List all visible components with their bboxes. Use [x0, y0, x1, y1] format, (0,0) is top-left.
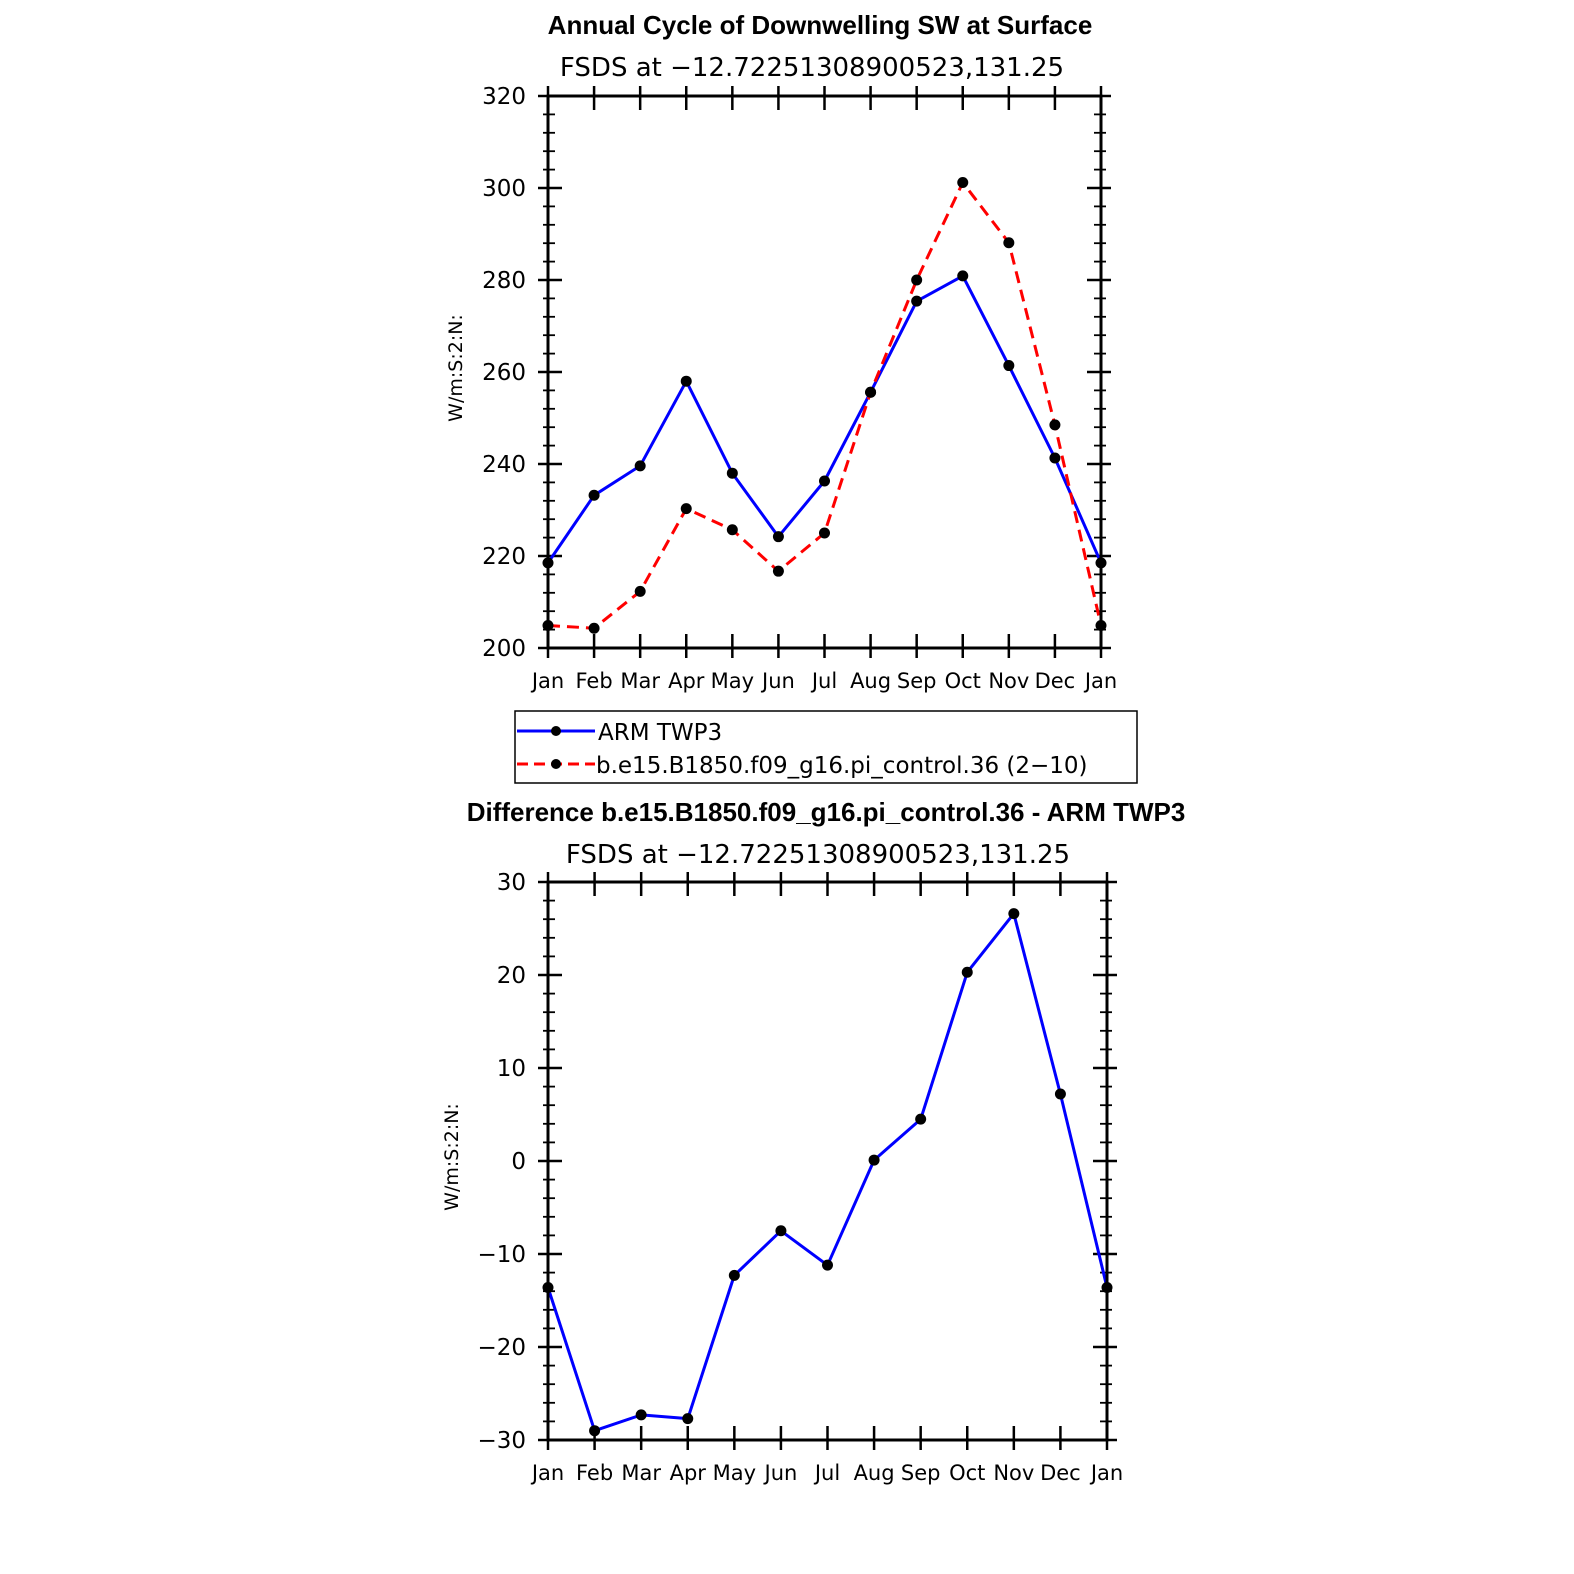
data-point	[911, 295, 923, 307]
chart-subtitle: FSDS at −12.72251308900523,131.25	[560, 53, 1064, 83]
data-point	[682, 1413, 694, 1425]
data-point	[589, 1425, 601, 1437]
data-point	[868, 1154, 880, 1166]
y-tick-label: 200	[482, 636, 526, 662]
data-point	[957, 270, 969, 282]
legend: ARM TWP3 b.e15.B1850.f09_g16.pi_control.…	[514, 710, 1138, 784]
y-tick-label: −20	[477, 1335, 526, 1361]
x-tick-label: Aug	[850, 669, 891, 693]
data-point	[1049, 452, 1061, 464]
y-axis-label: W/m:S:2:N:	[441, 1103, 463, 1211]
data-point	[1003, 360, 1015, 372]
x-tick-label: Mar	[621, 1461, 661, 1485]
x-tick-label: Jun	[763, 1461, 798, 1485]
data-point	[819, 527, 830, 539]
legend-marker-arm	[551, 726, 561, 736]
chart-title: Annual Cycle of Downwelling SW at Surfac…	[548, 10, 1093, 40]
data-point	[819, 475, 830, 487]
y-tick-label: 320	[482, 84, 526, 110]
difference-panel: Difference b.e15.B1850.f09_g16.pi_contro…	[441, 797, 1185, 1485]
data-point	[635, 1409, 647, 1421]
x-tick-label: Apr	[668, 669, 705, 693]
data-point	[588, 622, 600, 634]
series-line-0	[546, 912, 1109, 1433]
data-point	[915, 1113, 927, 1125]
x-tick-label: Nov	[988, 669, 1029, 693]
series-group	[542, 908, 1113, 1437]
y-tick-label: −30	[477, 1428, 526, 1454]
data-point	[961, 966, 973, 978]
data-point	[822, 1259, 833, 1271]
data-point	[680, 503, 692, 515]
annual-cycle-panel: Annual Cycle of Downwelling SW at Surfac…	[445, 10, 1117, 693]
y-tick-label: 30	[497, 870, 526, 896]
data-point	[775, 1225, 787, 1237]
x-tick-label: Apr	[670, 1461, 707, 1485]
data-point	[1054, 1088, 1066, 1100]
data-point	[726, 467, 738, 479]
data-point	[957, 176, 969, 188]
data-point	[634, 585, 646, 597]
x-tick-label: May	[711, 669, 754, 693]
x-tick-label: Jul	[813, 1461, 840, 1485]
series-group	[542, 176, 1107, 634]
x-tick-label: Nov	[993, 1461, 1034, 1485]
series-line-0	[546, 274, 1103, 564]
data-point	[911, 274, 923, 286]
x-tick-label: Jan	[530, 669, 564, 693]
x-tick-label: Sep	[901, 1461, 941, 1485]
x-tick-label: Dec	[1035, 669, 1076, 693]
y-axis-label: W/m:S:2:N:	[445, 314, 467, 422]
x-tick-label: Feb	[575, 669, 612, 693]
x-tick-label: Oct	[945, 669, 981, 693]
legend-box	[514, 710, 1138, 784]
data-point	[1008, 908, 1020, 920]
chart-title: Difference b.e15.B1850.f09_g16.pi_contro…	[467, 797, 1186, 827]
x-tick-label: Dec	[1040, 1461, 1081, 1485]
x-tick-label: May	[713, 1461, 756, 1485]
data-point	[772, 565, 784, 577]
data-point	[1049, 419, 1061, 431]
x-tick-label: Mar	[620, 669, 660, 693]
plot-frame	[546, 94, 1103, 650]
y-tick-label: 300	[482, 176, 526, 202]
y-tick-label: 0	[511, 1149, 526, 1175]
data-point	[634, 460, 646, 472]
chart-subtitle: FSDS at −12.72251308900523,131.25	[566, 840, 1070, 870]
x-tick-label: Jan	[1089, 1461, 1123, 1485]
legend-item-arm: ARM TWP3	[598, 720, 722, 746]
x-tick-label: Oct	[949, 1461, 985, 1485]
x-tick-label: Sep	[897, 669, 937, 693]
x-tick-label: Jan	[1083, 669, 1117, 693]
data-point	[1003, 237, 1015, 249]
y-tick-label: −10	[477, 1242, 526, 1268]
data-point	[865, 386, 877, 398]
axis-ticks: Jan Feb Mar Apr May Jun Jul Aug Sep Oct Nov Dec Jan2…	[482, 84, 1117, 693]
series-line-1	[547, 181, 1103, 630]
y-tick-label: 10	[497, 1056, 526, 1082]
y-tick-label: 20	[497, 963, 526, 989]
y-tick-label: 260	[482, 360, 526, 386]
y-tick-label: 220	[482, 544, 526, 570]
x-tick-label: Aug	[854, 1461, 895, 1485]
data-point	[588, 489, 600, 501]
data-point	[728, 1269, 740, 1281]
x-tick-label: Jul	[810, 669, 837, 693]
data-point	[772, 531, 784, 543]
plot-frame	[546, 880, 1109, 1442]
x-tick-label: Jan	[530, 1461, 564, 1485]
data-point	[680, 375, 692, 387]
y-tick-label: 240	[482, 452, 526, 478]
y-tick-label: 280	[482, 268, 526, 294]
data-point	[726, 524, 738, 536]
legend-marker-model	[551, 759, 561, 769]
x-tick-label: Feb	[576, 1461, 613, 1485]
x-tick-label: Jun	[760, 669, 795, 693]
legend-item-model: b.e15.B1850.f09_g16.pi_control.36 (2−10)	[596, 753, 1088, 779]
